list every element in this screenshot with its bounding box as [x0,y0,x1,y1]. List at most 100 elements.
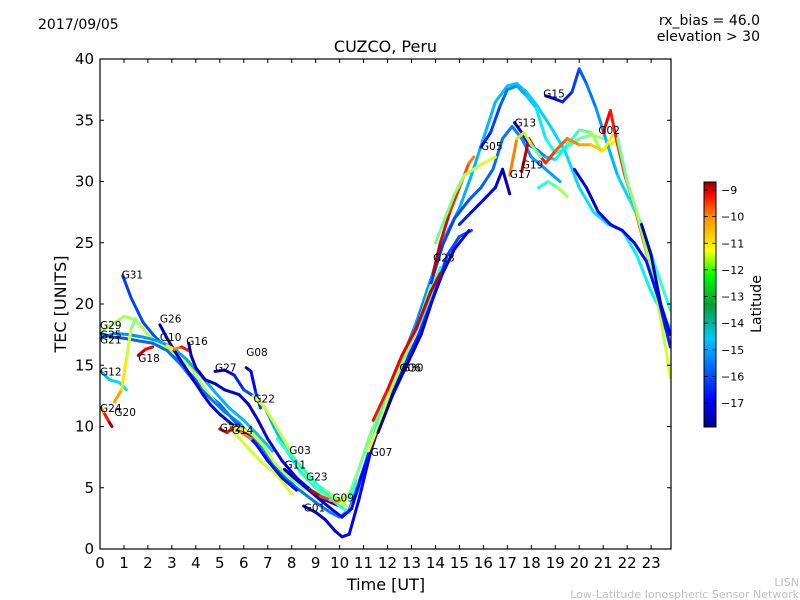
satellite-label-g22: G22 [253,393,275,405]
trace-segment [242,388,255,398]
trace-segment [664,345,671,379]
trace-segment [208,402,222,416]
x-tick-label: 23 [642,554,661,572]
trace-segment [292,476,308,490]
trace-segment [100,369,112,382]
trace-segment [230,425,243,431]
trace-segment [208,396,227,414]
trace-segment [570,67,581,94]
trace-segment [453,229,471,251]
trace-segment [366,425,380,453]
header-elevation: elevation > 30 [656,29,760,45]
trace-g06 [376,229,471,435]
trace-g21 [100,331,270,457]
satellite-label-g10: G10 [160,332,182,344]
trace-segment [534,102,552,128]
colorbar-tick-label: −10 [721,211,744,224]
trace-segment [515,82,528,94]
x-tick-label: 18 [522,554,541,572]
trace-segment [429,271,442,294]
trace-segment [525,94,538,110]
trace-g18 [136,345,155,357]
trace-segment [227,406,246,422]
satellite-label-g23: G23 [306,472,328,484]
trace-segment [448,186,461,214]
trace-segment [100,331,114,339]
trace-segment [251,394,267,410]
trace-segment [287,476,306,490]
trace-g09 [333,480,358,504]
x-tick-label: 22 [618,554,637,572]
trace-segment [261,443,277,465]
trace-segment [479,131,493,149]
y-tick-label: 10 [75,418,94,436]
trace-g-mid-green [537,180,569,198]
trace-segment [120,357,128,392]
trace-segment [457,173,473,210]
trace-segment [256,433,274,453]
satellite-label-g13: G13 [515,118,537,130]
trace-segment [249,431,265,447]
trace-segment [340,507,354,519]
y-tick-label: 30 [75,173,94,191]
trace-segment [280,459,298,480]
trace-segment [505,84,519,92]
trace-segment [438,210,452,245]
trace-segment [537,180,550,190]
y-tick-label: 15 [75,356,94,374]
trace-segment [201,393,212,406]
trace-segment [357,431,373,471]
trace-segment [616,173,631,202]
x-tick-label: 14 [426,554,445,572]
trace-segment [151,341,169,353]
satellite-label-g28: G28 [433,252,455,264]
trace-segment [122,314,138,322]
trace-segment [275,474,294,496]
x-tick-label: 1 [119,554,129,572]
trace-segment [522,131,533,147]
trace-segment [304,486,322,502]
trace-segment [489,104,502,134]
trace-segment [350,467,366,511]
colorbar-tick-label: −9 [721,184,737,197]
trace-segment [189,366,207,392]
trace-segment [160,344,179,357]
trace-segment [261,461,279,477]
colorbar-label: Latitude [749,275,765,333]
trace-segment [283,467,296,480]
x-tick-label: 10 [330,554,349,572]
trace-g-late-blue2 [640,222,671,337]
trace-segment [347,498,361,536]
trace-segment [431,241,442,275]
trace-g24 [100,406,114,428]
trace-segment [333,529,344,539]
trace-segment [247,447,265,465]
satellite-label-g21: G21 [100,335,122,347]
trace-segment [388,357,406,394]
trace-segment [338,500,349,508]
satellite-label-g08: G08 [246,347,268,359]
trace-segment [601,109,612,134]
trace-segment [635,210,648,251]
trace-segment [508,137,519,177]
y-tick-label: 35 [75,111,94,129]
trace-segment [266,459,284,480]
trace-segment [584,186,600,214]
trace-segment [498,88,509,108]
satellite-label-g14: G14 [232,425,254,437]
trace-segment [467,155,476,165]
trace-segment [103,412,112,425]
trace-segment [635,253,653,294]
trace-segment [632,241,648,263]
trace-segment [112,331,131,337]
trace-segment [546,180,560,190]
trace-segment [182,363,195,382]
trace-segment [589,143,605,153]
trace-segment [232,373,246,392]
trace-segment [525,90,538,106]
trace-segment [112,388,124,404]
trace-g30 [371,271,442,422]
trace-segment [549,124,567,153]
x-tick-label: 19 [546,554,565,572]
trace-segment [515,84,528,98]
